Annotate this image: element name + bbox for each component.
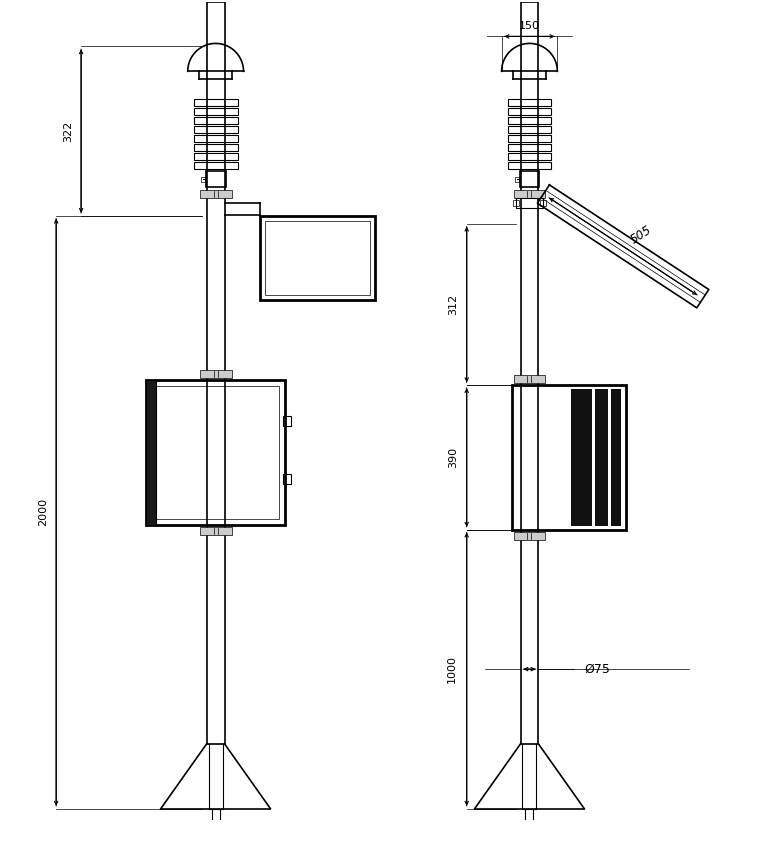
Bar — [508, 135, 551, 142]
Bar — [194, 126, 237, 133]
Bar — [283, 416, 291, 426]
Bar — [508, 126, 551, 133]
Bar — [508, 162, 551, 169]
Bar — [514, 375, 545, 383]
Bar — [206, 171, 226, 187]
Text: 505: 505 — [628, 223, 654, 246]
Text: 390: 390 — [448, 447, 458, 468]
Bar — [514, 190, 545, 198]
Text: 150: 150 — [519, 22, 540, 31]
Bar — [514, 531, 545, 540]
Bar — [519, 171, 539, 187]
Bar — [541, 200, 546, 206]
Bar — [200, 527, 232, 535]
Bar — [207, 2, 224, 744]
Bar — [283, 474, 291, 484]
Bar — [194, 153, 237, 160]
Bar — [515, 198, 544, 208]
Text: Ø75: Ø75 — [584, 663, 610, 676]
Bar — [611, 389, 621, 525]
Bar — [508, 144, 551, 151]
Text: 322: 322 — [63, 120, 73, 142]
Bar — [194, 118, 237, 124]
Bar — [592, 389, 594, 525]
Bar — [521, 2, 538, 744]
Text: 2000: 2000 — [38, 499, 48, 526]
Bar — [200, 371, 232, 378]
Text: 312: 312 — [448, 294, 458, 315]
Bar — [194, 144, 237, 151]
Bar — [508, 108, 551, 115]
Bar — [594, 389, 608, 525]
Bar — [146, 380, 156, 524]
Bar — [260, 216, 375, 301]
Bar — [194, 108, 237, 115]
Bar — [508, 153, 551, 160]
Text: 1000: 1000 — [447, 655, 457, 683]
Bar — [571, 389, 592, 525]
Bar — [200, 177, 204, 182]
Bar — [508, 118, 551, 124]
Bar — [512, 200, 518, 206]
Bar — [515, 177, 518, 182]
Bar — [194, 135, 237, 142]
Bar — [608, 389, 611, 525]
Bar — [152, 386, 280, 518]
Bar — [266, 221, 370, 295]
Bar — [194, 99, 237, 106]
Bar — [146, 380, 286, 524]
Bar — [508, 99, 551, 106]
Bar — [200, 190, 232, 198]
Bar — [194, 162, 237, 169]
Bar — [511, 385, 626, 530]
